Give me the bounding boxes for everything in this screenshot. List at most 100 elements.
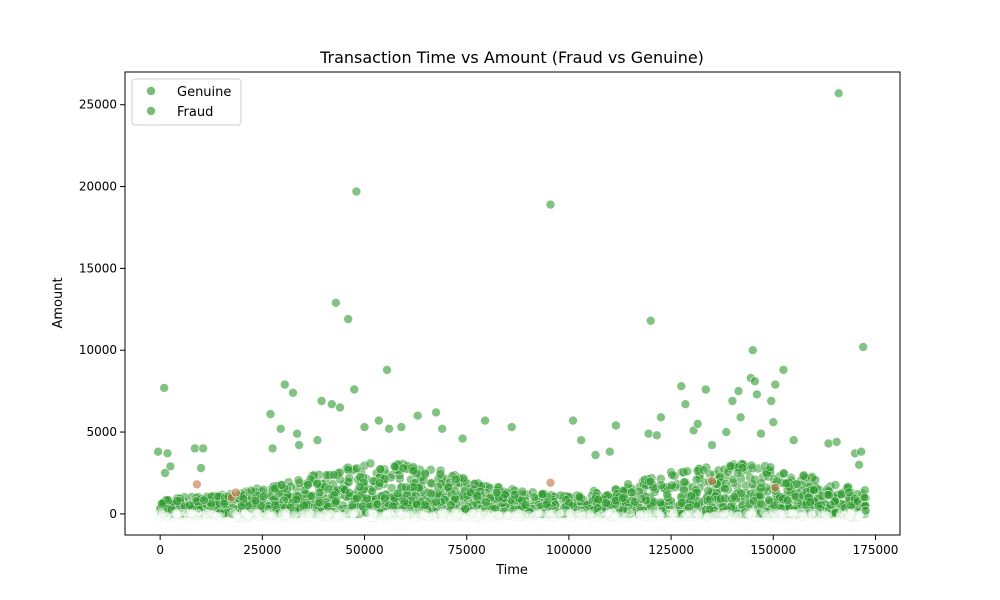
- genuine-dense-point: [623, 479, 633, 489]
- genuine-dense-point: [492, 488, 502, 498]
- x-tick-label: 150000: [750, 543, 796, 557]
- genuine-dense-point: [805, 497, 815, 507]
- genuine-point: [382, 365, 392, 375]
- genuine-dense-point: [500, 489, 510, 499]
- genuine-dense-point: [331, 496, 341, 506]
- genuine-point: [159, 383, 169, 393]
- genuine-dense-point: [156, 513, 166, 522]
- genuine-dense-point: [545, 509, 554, 518]
- genuine-dense-point: [243, 512, 253, 521]
- genuine-dense-point: [426, 488, 436, 499]
- legend-label-fraud: Fraud: [177, 105, 213, 120]
- genuine-dense-point: [565, 512, 575, 522]
- genuine-dense-point: [259, 491, 269, 501]
- genuine-dense-point: [344, 488, 355, 498]
- genuine-dense-point: [365, 458, 376, 469]
- genuine-point: [267, 443, 278, 454]
- genuine-dense-point: [253, 512, 263, 522]
- genuine-point: [858, 342, 869, 352]
- y-tick-label: 5000: [86, 425, 117, 439]
- genuine-dense-point: [670, 512, 680, 521]
- genuine-dense-point: [232, 511, 242, 520]
- genuine-dense-point: [219, 498, 230, 509]
- x-tick-label: 100000: [546, 543, 592, 557]
- legend-marker-genuine: [146, 86, 156, 96]
- genuine-point: [384, 423, 394, 434]
- genuine-dense-point: [375, 464, 385, 474]
- fraud-point: [545, 477, 556, 488]
- genuine-dense-point: [705, 494, 715, 505]
- genuine-point: [831, 437, 842, 447]
- genuine-dense-point: [250, 496, 261, 506]
- y-tick-label: 15000: [79, 261, 117, 275]
- x-tick-label: 50000: [345, 543, 383, 557]
- genuine-dense-point: [691, 475, 702, 485]
- genuine-dense-point: [542, 499, 552, 510]
- genuine-dense-point: [464, 511, 474, 520]
- genuine-dense-point: [698, 465, 709, 475]
- genuine-dense-point: [303, 480, 313, 490]
- genuine-point: [656, 412, 666, 423]
- genuine-point: [198, 443, 208, 454]
- genuine-point: [294, 440, 304, 450]
- genuine-dense-point: [690, 512, 700, 521]
- genuine-point: [770, 379, 781, 390]
- genuine-dense-point: [312, 479, 322, 489]
- genuine-point: [590, 450, 601, 460]
- genuine-dense-point: [481, 497, 491, 507]
- genuine-dense-point: [402, 509, 412, 518]
- genuine-point: [680, 399, 691, 410]
- genuine-dense-point: [188, 509, 197, 518]
- genuine-dense-point: [824, 490, 834, 500]
- genuine-dense-point: [667, 470, 677, 480]
- genuine-dense-point: [769, 500, 779, 510]
- genuine-point: [859, 492, 870, 503]
- genuine-dense-point: [451, 474, 461, 484]
- x-tick-label: 75000: [448, 543, 486, 557]
- genuine-point: [288, 387, 298, 398]
- genuine-dense-point: [446, 500, 456, 510]
- genuine-point: [766, 396, 777, 406]
- genuine-dense-point: [323, 484, 334, 494]
- genuine-dense-point: [372, 499, 383, 509]
- genuine-point: [190, 443, 200, 454]
- genuine-dense-point: [374, 478, 385, 488]
- genuine-point: [768, 417, 779, 428]
- genuine-point: [153, 446, 163, 457]
- genuine-dense-point: [765, 462, 776, 472]
- genuine-point: [854, 459, 864, 470]
- genuine-dense-point: [686, 491, 697, 501]
- genuine-dense-point: [635, 510, 645, 519]
- genuine-dense-point: [424, 512, 434, 522]
- genuine-dense-point: [756, 499, 766, 509]
- genuine-dense-point: [314, 497, 325, 508]
- genuine-dense-point: [377, 511, 387, 521]
- genuine-dense-point: [172, 496, 182, 506]
- genuine-dense-point: [617, 493, 628, 503]
- genuine-dense-point: [510, 512, 519, 521]
- genuine-dense-point: [306, 491, 317, 501]
- genuine-dense-point: [537, 489, 548, 499]
- genuine-dense-point: [293, 475, 304, 485]
- genuine-point: [676, 381, 687, 392]
- x-axis-title: Time: [495, 563, 528, 578]
- genuine-dense-point: [337, 511, 347, 521]
- genuine-point: [196, 463, 206, 473]
- genuine-dense-point: [840, 511, 849, 520]
- genuine-point: [788, 435, 799, 446]
- genuine-point: [349, 384, 360, 395]
- genuine-dense-point: [810, 475, 820, 485]
- genuine-point: [707, 440, 717, 450]
- x-tick-label: 0: [156, 543, 164, 557]
- fraud-point: [192, 479, 202, 490]
- genuine-point: [165, 461, 176, 472]
- genuine-dense-point: [282, 511, 291, 520]
- genuine-dense-point: [276, 480, 287, 490]
- genuine-point: [643, 428, 654, 439]
- genuine-dense-point: [355, 482, 365, 492]
- y-axis-title: Amount: [51, 277, 66, 328]
- genuine-dense-point: [392, 488, 403, 499]
- fraud-point: [231, 487, 241, 498]
- genuine-dense-point: [714, 509, 723, 518]
